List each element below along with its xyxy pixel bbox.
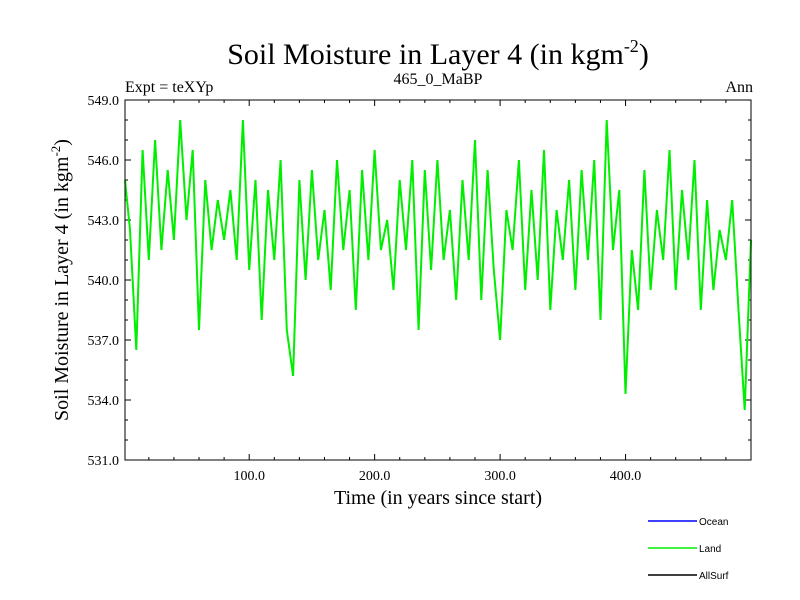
y-tick-label: 540.0 [88, 274, 120, 289]
y-axis-label: Soil Moisture in Layer 4 (in kgm-2) [48, 139, 73, 421]
chart-title-sup: -2 [624, 36, 639, 56]
legend: Ocean Land AllSurf [648, 517, 729, 582]
y-axis-label-end: ) [51, 139, 73, 146]
y-tick-label: 549.0 [88, 94, 120, 109]
legend-label-allsurf: AllSurf [699, 571, 729, 582]
y-tick-label: 543.0 [88, 214, 120, 229]
x-tick-label: 300.0 [484, 469, 516, 484]
legend-label-ocean: Ocean [699, 517, 728, 528]
x-tick-label: 400.0 [610, 469, 642, 484]
series-line-land [124, 119, 752, 411]
subtitle-right: Ann [725, 79, 753, 96]
y-axis-label-main: Soil Moisture in Layer 4 (in kgm [51, 156, 73, 421]
legend-label-land: Land [699, 544, 721, 555]
chart-title: Soil Moisture in Layer 4 (in kgm-2) [227, 36, 649, 71]
subtitle-center: 465_0_MaBP [394, 71, 483, 88]
plot-frame [124, 99, 752, 461]
axis-ticks: 531.0 534.0 537.0 540.0 543.0 546.0 549.0 100.0… [88, 94, 751, 484]
x-tick-label: 200.0 [359, 469, 391, 484]
y-tick-label: 531.0 [88, 454, 120, 469]
x-tick-label: 100.0 [233, 469, 265, 484]
series-layer [124, 119, 752, 411]
chart-title-end: ) [639, 38, 649, 71]
chart-title-main: Soil Moisture in Layer 4 (in kgm [227, 38, 624, 71]
y-tick-label: 534.0 [88, 394, 120, 409]
y-axis-label-sup: -2 [48, 146, 63, 157]
y-tick-label: 537.0 [88, 334, 120, 349]
y-tick-label: 546.0 [88, 154, 120, 169]
x-axis-label: Time (in years since start) [334, 487, 542, 509]
subtitle-left: Expt = teXYp [125, 79, 213, 96]
